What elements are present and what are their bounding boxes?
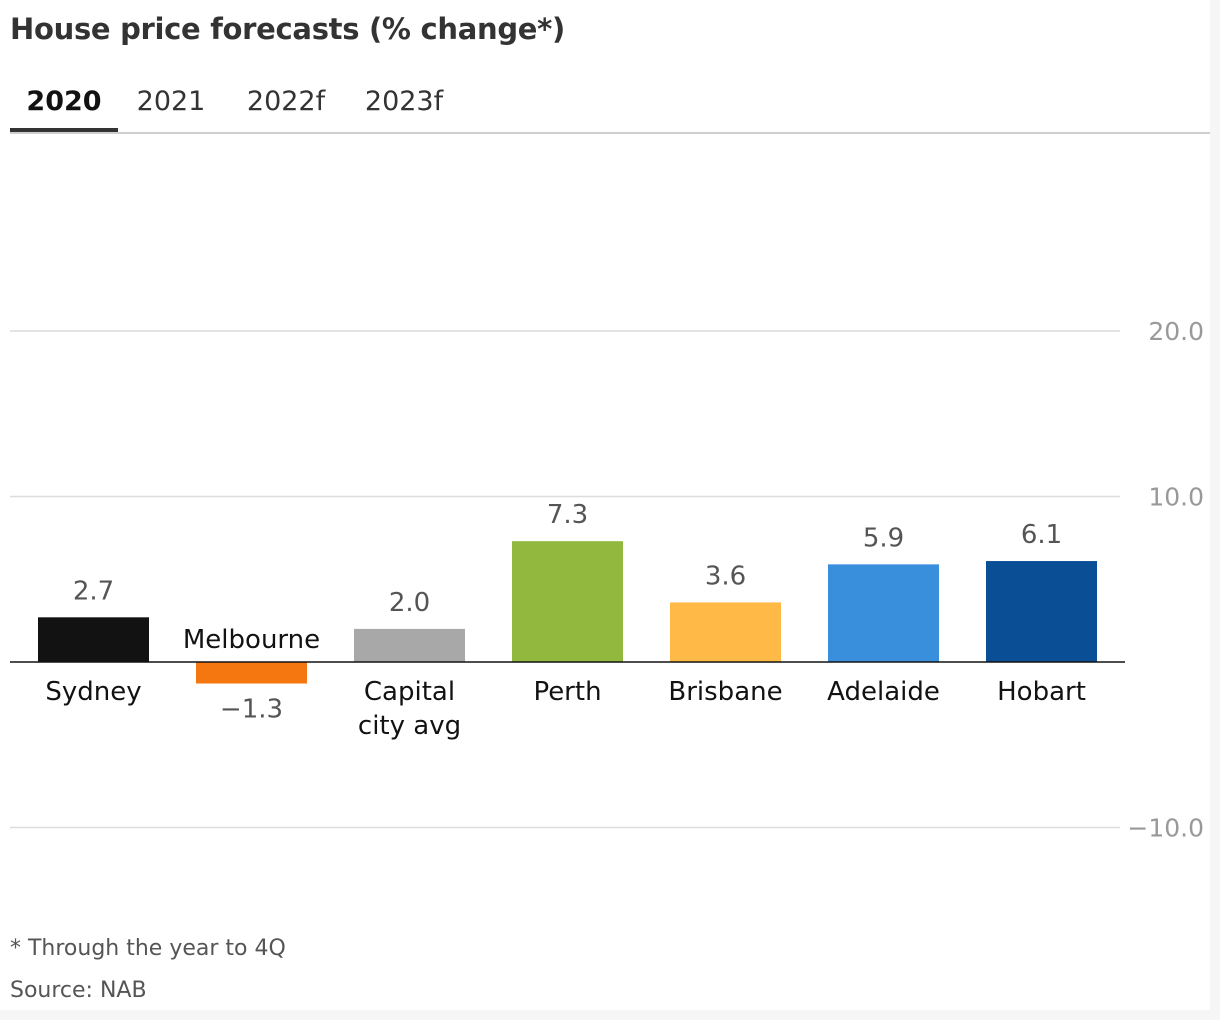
category-label: Adelaide	[827, 677, 940, 707]
tab-2021[interactable]: 2021	[136, 85, 206, 117]
tab-2022f[interactable]: 2022f	[246, 85, 326, 117]
data-label: 2.0	[389, 588, 430, 618]
bar	[828, 564, 939, 662]
bar	[38, 617, 149, 662]
chart-title: House price forecasts (% change*)	[10, 12, 565, 46]
bar	[196, 662, 307, 684]
y-tick-label: 20.0	[1148, 317, 1204, 346]
category-label: Sydney	[45, 677, 141, 707]
footnote: * Through the year to 4Q	[10, 936, 286, 961]
category-label: Perth	[533, 677, 601, 707]
data-label: 3.6	[705, 561, 746, 591]
y-tick-label: 10.0	[1148, 483, 1204, 512]
year-tabs: 2020 2021 2022f 2023f	[10, 72, 1210, 134]
source-note: Source: NAB	[10, 978, 147, 1003]
data-label: 6.1	[1021, 520, 1062, 550]
data-label: 7.3	[547, 500, 588, 530]
bar	[670, 602, 781, 662]
category-label: Brisbane	[668, 677, 782, 707]
data-label: 5.9	[863, 523, 904, 553]
y-tick-label: −10.0	[1127, 814, 1204, 843]
category-label: city avg	[358, 711, 461, 741]
bar	[354, 628, 465, 662]
tab-2020[interactable]: 2020	[10, 72, 118, 132]
tab-2023f[interactable]: 2023f	[364, 85, 444, 117]
data-label: 2.7	[73, 576, 114, 606]
data-label: −1.3	[220, 695, 283, 725]
bar	[986, 561, 1097, 662]
category-label: Capital	[364, 677, 455, 707]
bar	[512, 541, 623, 662]
category-label: Melbourne	[183, 625, 320, 655]
category-label: Hobart	[997, 677, 1086, 707]
